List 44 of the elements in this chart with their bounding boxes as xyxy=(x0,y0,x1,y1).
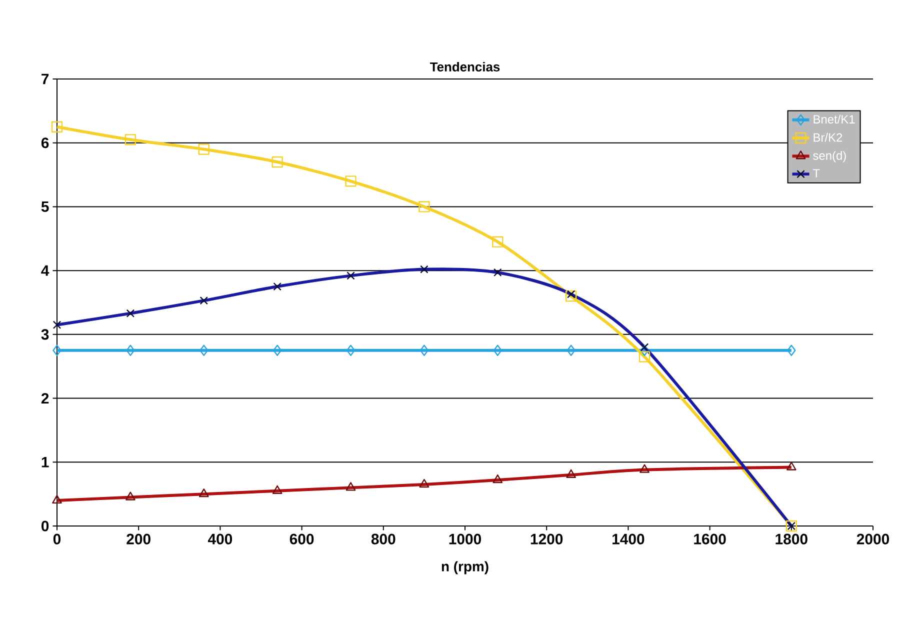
point xyxy=(51,121,63,132)
point xyxy=(787,344,796,356)
x-tick-label: 0 xyxy=(53,534,61,544)
point xyxy=(124,134,136,146)
chart-title: Tendencias xyxy=(430,62,500,72)
x-tick-label: 1200 xyxy=(530,534,563,544)
x-tick-label: 800 xyxy=(371,534,396,544)
y-tick-label: 0 xyxy=(42,520,49,532)
x-tick-label: 600 xyxy=(290,534,314,544)
x-tick-label: 1800 xyxy=(776,534,808,544)
point xyxy=(126,344,135,356)
x-axis-title: n (rpm) xyxy=(442,561,488,574)
point xyxy=(566,344,576,356)
point xyxy=(566,290,577,302)
y-tick-label: 6 xyxy=(41,138,49,148)
point xyxy=(198,144,210,155)
point xyxy=(492,236,504,248)
point xyxy=(272,344,282,356)
legend-label: sen(d) xyxy=(813,151,846,162)
y-tick-label: 4 xyxy=(41,265,50,276)
point xyxy=(52,344,62,356)
legend-label: T xyxy=(813,169,820,178)
x-tick-label: 200 xyxy=(126,534,150,544)
legend-label: Br/K2 xyxy=(814,132,842,142)
point xyxy=(345,176,356,187)
point xyxy=(420,344,429,356)
x-tick-label: 1400 xyxy=(612,534,644,544)
x-tick-label: 1000 xyxy=(449,534,481,544)
point xyxy=(638,351,650,362)
point xyxy=(418,201,430,212)
y-tick-label: 5 xyxy=(41,202,49,212)
point xyxy=(493,344,502,356)
point xyxy=(640,344,649,356)
y-tick-label: 2 xyxy=(41,393,49,404)
y-tick-label: 7 xyxy=(42,74,49,84)
point xyxy=(200,344,208,356)
x-tick-label: 400 xyxy=(208,534,232,544)
point xyxy=(272,156,283,168)
y-tick-label: 1 xyxy=(42,457,49,468)
legend-label: Bnet/K1 xyxy=(814,114,855,124)
y-tick-label: 3 xyxy=(41,329,49,340)
point xyxy=(346,344,356,356)
x-tick-label: 2000 xyxy=(856,534,889,544)
x-tick-label: 1600 xyxy=(694,534,726,544)
